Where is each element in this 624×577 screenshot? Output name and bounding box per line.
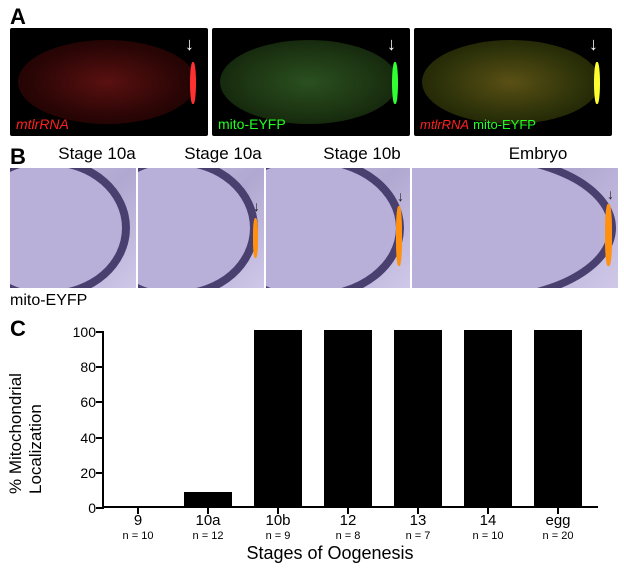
bar <box>254 330 302 506</box>
arrow-icon: ↓ <box>185 34 194 55</box>
y-tick-label: 60 <box>64 394 96 410</box>
panel-a-label: A <box>10 4 26 30</box>
panel-c-label: C <box>10 316 26 342</box>
y-tick <box>96 437 104 439</box>
signal <box>253 218 258 258</box>
micrograph-b2: ↓ <box>138 168 264 288</box>
y-tick <box>96 472 104 474</box>
micrograph-b1 <box>10 168 136 288</box>
arrow-icon: ↓ <box>607 186 614 202</box>
plot-area: 0204060801009n = 1010an = 1210bn = 912n … <box>102 332 598 508</box>
oocyte-red <box>18 40 196 124</box>
merge-label-g: mito-EYFP <box>473 117 536 132</box>
stage-label: Embryo <box>438 144 624 164</box>
x-tick-label: 9 <box>104 512 172 529</box>
y-tick <box>96 331 104 333</box>
panel-b-stage-labels: Stage 10a Stage 10a Stage 10b Embryo <box>34 144 624 164</box>
y-tick-label: 20 <box>64 465 96 481</box>
arrow-icon: ↓ <box>387 34 396 55</box>
x-tick-label: 10a <box>174 512 242 529</box>
posterior-signal-green <box>392 62 398 104</box>
x-tick-label: 12 <box>314 512 382 529</box>
signal <box>605 204 612 266</box>
y-tick-label: 100 <box>64 324 96 340</box>
overlay-label-mtlrrna: mtlrRNA <box>16 116 69 132</box>
x-n-label: n = 10 <box>104 530 172 542</box>
panel-b-row: ↓ ↓ ↓ <box>10 168 618 288</box>
posterior-signal-red <box>190 62 196 104</box>
arrow-icon: ↓ <box>253 198 260 214</box>
signal <box>396 206 402 266</box>
bar <box>324 330 372 506</box>
x-n-label: n = 10 <box>454 530 522 542</box>
y-tick-label: 40 <box>64 430 96 446</box>
bar <box>534 330 582 506</box>
x-n-label: n = 7 <box>384 530 452 542</box>
bar-chart: 0204060801009n = 1010an = 1210bn = 912n … <box>52 324 608 566</box>
x-n-label: n = 12 <box>174 530 242 542</box>
stage-label: Stage 10a <box>34 144 160 164</box>
stage-label: Stage 10a <box>160 144 286 164</box>
y-tick <box>96 401 104 403</box>
embryo-outline <box>412 168 616 288</box>
x-n-label: n = 20 <box>524 530 592 542</box>
micrograph-a1: ↓ mtlrRNA <box>10 28 208 136</box>
panel-a-row: ↓ mtlrRNA ↓ mito-EYFP ↓ mtlrRNA mito-EYFP <box>10 28 612 136</box>
micrograph-a2: ↓ mito-EYFP <box>212 28 410 136</box>
bar <box>394 330 442 506</box>
y-tick-label: 0 <box>64 500 96 516</box>
x-n-label: n = 8 <box>314 530 382 542</box>
y-tick <box>96 507 104 509</box>
micrograph-b3: ↓ <box>266 168 410 288</box>
micrograph-b4: ↓ <box>412 168 618 288</box>
stage-label: Stage 10b <box>286 144 438 164</box>
bar <box>464 330 512 506</box>
oocyte-outline <box>266 168 404 288</box>
overlay-label-mitoeyfp: mito-EYFP <box>218 116 286 132</box>
oocyte-green <box>220 40 398 124</box>
panel-b-bottom-label: mito-EYFP <box>10 292 87 310</box>
x-tick-label: egg <box>524 512 592 529</box>
x-tick-label: 14 <box>454 512 522 529</box>
x-axis-label: Stages of Oogenesis <box>52 543 608 564</box>
x-tick-label: 13 <box>384 512 452 529</box>
bar <box>184 492 232 506</box>
panel-b-label: B <box>10 144 26 170</box>
x-tick-label: 10b <box>244 512 312 529</box>
arrow-icon: ↓ <box>589 34 598 55</box>
x-n-label: n = 9 <box>244 530 312 542</box>
oocyte-outline <box>138 168 258 288</box>
oocyte-merge <box>422 40 600 124</box>
oocyte-outline <box>10 168 130 288</box>
merge-label-r: mtlrRNA <box>420 117 469 132</box>
y-tick-label: 80 <box>64 359 96 375</box>
posterior-signal-yellow <box>594 62 600 104</box>
micrograph-a3: ↓ mtlrRNA mito-EYFP <box>414 28 612 136</box>
y-tick <box>96 366 104 368</box>
y-axis-label: % MitochondrialLocalization <box>6 373 46 494</box>
overlay-label-merge: mtlrRNA mito-EYFP <box>420 117 536 132</box>
arrow-icon: ↓ <box>397 188 404 204</box>
